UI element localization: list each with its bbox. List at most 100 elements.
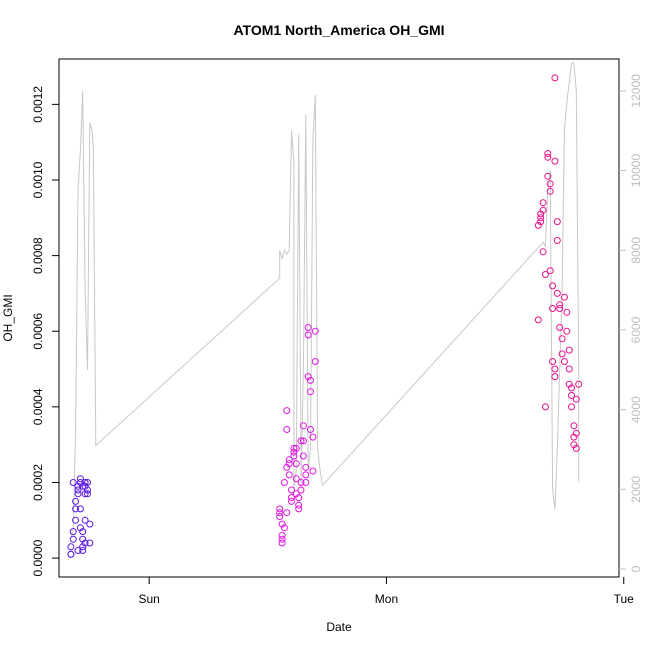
data-point xyxy=(84,486,91,494)
y-tick-label: 0.0000 xyxy=(31,539,45,576)
data-point xyxy=(84,479,91,486)
data-point xyxy=(565,365,573,373)
y-tick-label: 0.0010 xyxy=(31,161,45,198)
oh-gmi-point-series xyxy=(67,74,583,558)
chart-title: ATOM1 North_America OH_GMI xyxy=(233,22,444,38)
data-point xyxy=(74,547,82,554)
data-point xyxy=(74,482,82,490)
data-point xyxy=(546,187,554,195)
data-point xyxy=(280,524,288,532)
data-point xyxy=(79,482,87,490)
data-point xyxy=(81,539,89,547)
data-point xyxy=(297,486,305,494)
data-point xyxy=(570,433,578,441)
x-axis-label: Date xyxy=(326,620,352,634)
data-point xyxy=(81,490,89,498)
y-tick-label: 0.0008 xyxy=(31,237,45,274)
data-point xyxy=(546,267,554,275)
data-point xyxy=(297,437,305,445)
data-point xyxy=(551,365,559,373)
data-point xyxy=(79,535,87,543)
data-point xyxy=(74,490,82,498)
data-point xyxy=(565,380,573,388)
data-point xyxy=(309,433,317,441)
data-point xyxy=(285,460,293,468)
data-point xyxy=(568,392,575,399)
plot-frame xyxy=(58,58,620,578)
data-point xyxy=(534,221,542,229)
data-point xyxy=(551,74,559,82)
data-point xyxy=(553,289,561,297)
data-point xyxy=(544,153,552,161)
data-point xyxy=(74,486,82,494)
data-point xyxy=(568,403,575,411)
data-point xyxy=(541,271,549,278)
data-point xyxy=(276,513,284,520)
data-point xyxy=(307,388,314,396)
data-point xyxy=(290,448,298,456)
data-point xyxy=(76,505,84,513)
data-point xyxy=(302,463,310,471)
data-point xyxy=(560,358,568,365)
data-point xyxy=(276,509,284,517)
data-point xyxy=(290,444,298,452)
data-point xyxy=(556,301,564,309)
data-point xyxy=(285,471,293,479)
data-point xyxy=(292,444,300,452)
data-point xyxy=(76,479,84,486)
data-point xyxy=(84,490,91,498)
data-point xyxy=(278,520,286,528)
altitude-line-series xyxy=(70,62,580,538)
data-point xyxy=(304,331,312,339)
data-point xyxy=(79,547,87,554)
data-point xyxy=(556,305,564,312)
data-point xyxy=(539,206,547,214)
data-point xyxy=(537,218,545,226)
data-point xyxy=(278,539,286,547)
y2-tick-label: 0 xyxy=(629,565,643,572)
data-point xyxy=(67,543,75,551)
data-point xyxy=(278,531,286,539)
data-point xyxy=(295,501,303,509)
data-point xyxy=(549,305,557,312)
data-point xyxy=(560,293,568,301)
data-point xyxy=(81,482,89,490)
data-point xyxy=(283,426,291,433)
data-point xyxy=(299,452,307,460)
data-point xyxy=(549,282,557,290)
data-point xyxy=(539,248,547,256)
data-point xyxy=(563,327,571,335)
data-point xyxy=(570,441,578,449)
data-point xyxy=(72,497,80,505)
x-tick-label: Mon xyxy=(375,592,398,606)
data-point xyxy=(311,327,319,335)
y2-tick-label: 4000 xyxy=(629,396,643,423)
data-point xyxy=(283,407,291,415)
data-point xyxy=(563,308,571,316)
data-point xyxy=(575,380,583,388)
x-tick-label: Tue xyxy=(614,592,635,606)
data-point xyxy=(295,505,303,513)
y-tick-label: 0.0002 xyxy=(31,464,45,501)
y-axis-left: 0.0000 0.0002 0.0004 0.0006 0.0008 0.0010 0.00… xyxy=(31,86,59,576)
y2-tick-label: 6000 xyxy=(629,316,643,343)
y-axis-label: OH_GMI xyxy=(1,294,15,341)
data-point xyxy=(302,471,310,479)
data-point xyxy=(558,335,566,343)
data-point xyxy=(72,505,80,513)
data-point xyxy=(79,543,87,551)
data-point xyxy=(309,467,317,475)
y-tick-label: 0.0012 xyxy=(31,86,45,123)
data-point xyxy=(546,180,554,188)
data-point xyxy=(297,479,305,486)
data-point xyxy=(549,358,557,365)
data-point xyxy=(76,524,84,532)
data-point xyxy=(553,218,561,226)
data-point xyxy=(568,384,575,392)
x-tick-label: Sun xyxy=(138,592,159,606)
altitude-line xyxy=(70,62,580,538)
data-point xyxy=(311,358,319,365)
data-point xyxy=(539,199,547,207)
